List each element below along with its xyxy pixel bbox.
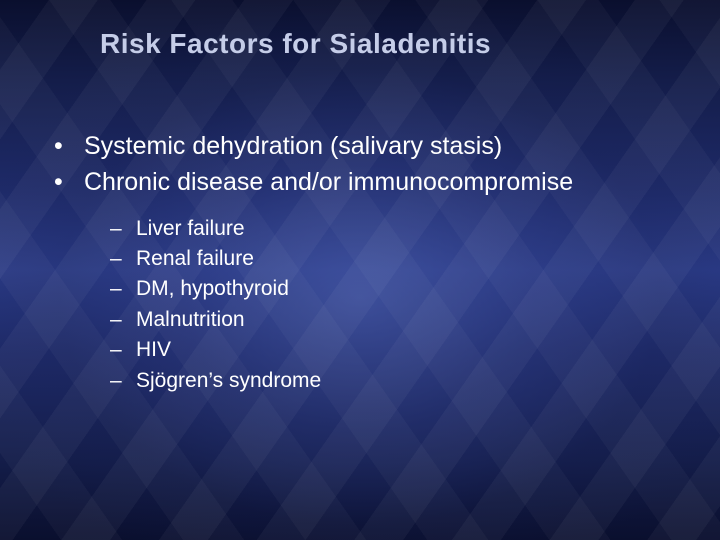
bullet-marker-l2: – xyxy=(110,274,136,304)
bullet-text: HIV xyxy=(136,335,171,365)
bullet-level2: – Renal failure xyxy=(110,244,680,274)
bullet-text: Sjögren’s syndrome xyxy=(136,366,321,396)
bullet-level2: – Sjögren’s syndrome xyxy=(110,366,680,396)
bullet-marker-l2: – xyxy=(110,335,136,365)
bullet-level1: • Chronic disease and/or immunocompromis… xyxy=(50,166,680,200)
sub-bullet-block: – Liver failure – Renal failure – DM, hy… xyxy=(50,214,680,397)
bullet-text: Malnutrition xyxy=(136,305,245,335)
slide: Risk Factors for Sialadenitis • Systemic… xyxy=(0,0,720,540)
bullet-text: Systemic dehydration (salivary stasis) xyxy=(84,130,502,164)
bullet-level2: – DM, hypothyroid xyxy=(110,274,680,304)
bullet-marker-l1: • xyxy=(50,166,84,200)
bullet-text: DM, hypothyroid xyxy=(136,274,289,304)
bullet-level1: • Systemic dehydration (salivary stasis) xyxy=(50,130,680,164)
bullet-level2: – Malnutrition xyxy=(110,305,680,335)
bullet-marker-l2: – xyxy=(110,366,136,396)
bullet-text: Chronic disease and/or immunocompromise xyxy=(84,166,573,200)
bullet-level2: – Liver failure xyxy=(110,214,680,244)
bullet-level2: – HIV xyxy=(110,335,680,365)
bullet-marker-l2: – xyxy=(110,244,136,274)
bullet-marker-l2: – xyxy=(110,214,136,244)
bullet-marker-l2: – xyxy=(110,305,136,335)
bullet-text: Renal failure xyxy=(136,244,254,274)
slide-content: • Systemic dehydration (salivary stasis)… xyxy=(50,130,680,396)
bullet-text: Liver failure xyxy=(136,214,245,244)
bullet-marker-l1: • xyxy=(50,130,84,164)
slide-title: Risk Factors for Sialadenitis xyxy=(100,28,491,60)
